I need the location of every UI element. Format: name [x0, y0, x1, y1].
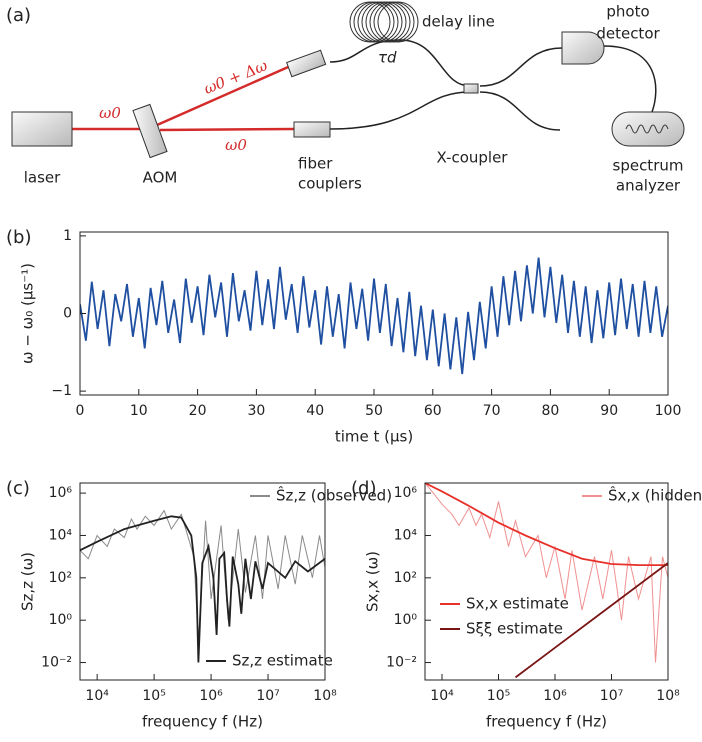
x-tick-label: 10⁴	[430, 688, 454, 704]
series-line	[80, 515, 325, 663]
plot-frame	[79, 231, 669, 396]
panel-label: (b)	[6, 227, 31, 248]
plot-area	[425, 483, 668, 679]
y-tick-label: −1	[51, 383, 72, 399]
fibers	[329, 39, 657, 131]
coupler	[293, 121, 331, 138]
legend-label: Sξξ estimate	[466, 620, 563, 638]
panel-label: (c)	[6, 478, 30, 499]
delay-coil	[349, 1, 419, 43]
y-tick-label: 10⁴	[394, 527, 418, 543]
y-tick-label: 10⁻²	[386, 655, 417, 671]
label: photo	[606, 3, 649, 21]
label: fiber	[298, 155, 333, 173]
x-tick-label: 0	[76, 403, 85, 419]
y-tick-label: 10⁴	[49, 527, 73, 543]
legend-label: Sz,z estimate	[232, 652, 333, 670]
y-tick-label: 10²	[49, 570, 72, 586]
y-tick-label: 10⁶	[394, 485, 418, 501]
y-axis-label: ω − ω₀ (μs⁻¹)	[19, 263, 37, 364]
y-axis-label: Sz,z (ω)	[19, 552, 37, 611]
label: laser	[24, 169, 61, 187]
series-line	[80, 509, 325, 642]
legend-label: Sx,x estimate	[466, 595, 569, 613]
plot-frame	[79, 482, 326, 681]
label: delay line	[422, 13, 495, 31]
x-tick-label: 40	[306, 403, 324, 419]
x-tick-label: 10⁷	[600, 688, 623, 704]
series-line	[80, 257, 668, 375]
x-tick-label: 10⁷	[256, 688, 279, 704]
x-tick-label: 80	[541, 403, 559, 419]
label: analyzer	[616, 177, 681, 195]
spectrum-analyzer	[611, 111, 685, 147]
x-axis-label: frequency f (Hz)	[142, 713, 263, 731]
x-tick-label: 60	[424, 403, 442, 419]
aom-box	[132, 103, 168, 159]
x-tick-label: 10⁵	[142, 688, 165, 704]
y-tick-label: 10²	[394, 570, 417, 586]
plot-frame	[424, 482, 669, 681]
label: AOM	[143, 169, 178, 187]
y-tick-label: 10⁰	[49, 612, 73, 628]
x-tick-label: 20	[189, 403, 207, 419]
x-tick-label: 30	[247, 403, 265, 419]
label: spectrum	[613, 157, 684, 175]
label: detector	[596, 25, 660, 43]
label: couplers	[298, 175, 362, 193]
y-tick-label: 10⁶	[49, 485, 73, 501]
y-axis-label: Sx,x (ω)	[364, 551, 382, 612]
y-tick-label: 10⁻²	[41, 655, 72, 671]
y-tick-label: 10⁰	[394, 612, 418, 628]
x-axis-label: frequency f (Hz)	[486, 713, 607, 731]
x-tick-label: 10⁴	[85, 688, 109, 704]
label: ω0	[99, 104, 121, 122]
panel-label: (d)	[351, 478, 376, 499]
label: τd	[378, 49, 397, 67]
panel-label: (a)	[6, 5, 31, 26]
x-tick-label: 10⁸	[313, 688, 337, 704]
plot-area	[80, 509, 325, 663]
legend-label: Ŝx,x (hidden)	[608, 486, 702, 505]
label: ω0	[225, 136, 247, 154]
laser-box	[11, 111, 73, 147]
plot-area	[80, 257, 668, 375]
x-tick-label: 100	[655, 403, 682, 419]
legend-label: Ŝz,z (observed)	[276, 486, 392, 505]
y-tick-label: 0	[63, 306, 72, 322]
x-tick-label: 10⁶	[199, 688, 223, 704]
x-tick-label: 70	[483, 403, 501, 419]
series-line	[514, 562, 668, 679]
x-tick-label: 10⁶	[543, 688, 567, 704]
x-tick-label: 50	[365, 403, 383, 419]
label: ω0 + Δω	[201, 56, 270, 98]
x-axis-label: time t (μs)	[335, 428, 413, 446]
y-tick-label: 1	[63, 228, 72, 244]
analyzer-wave	[625, 124, 669, 134]
photo-detector	[561, 31, 605, 65]
series-line	[425, 483, 668, 663]
series-line	[425, 483, 668, 566]
x-tick-label: 10⁸	[656, 688, 680, 704]
diagram: (a) laser AOM ω0 ω0 + Δω ω0 fiber couple…	[6, 1, 685, 195]
x-tick-label: 90	[600, 403, 618, 419]
x-tick-label: 10	[130, 403, 148, 419]
x-tick-label: 10⁵	[487, 688, 510, 704]
coupler	[286, 49, 327, 78]
x-coupler-box	[463, 83, 479, 94]
label: X-coupler	[437, 149, 509, 167]
